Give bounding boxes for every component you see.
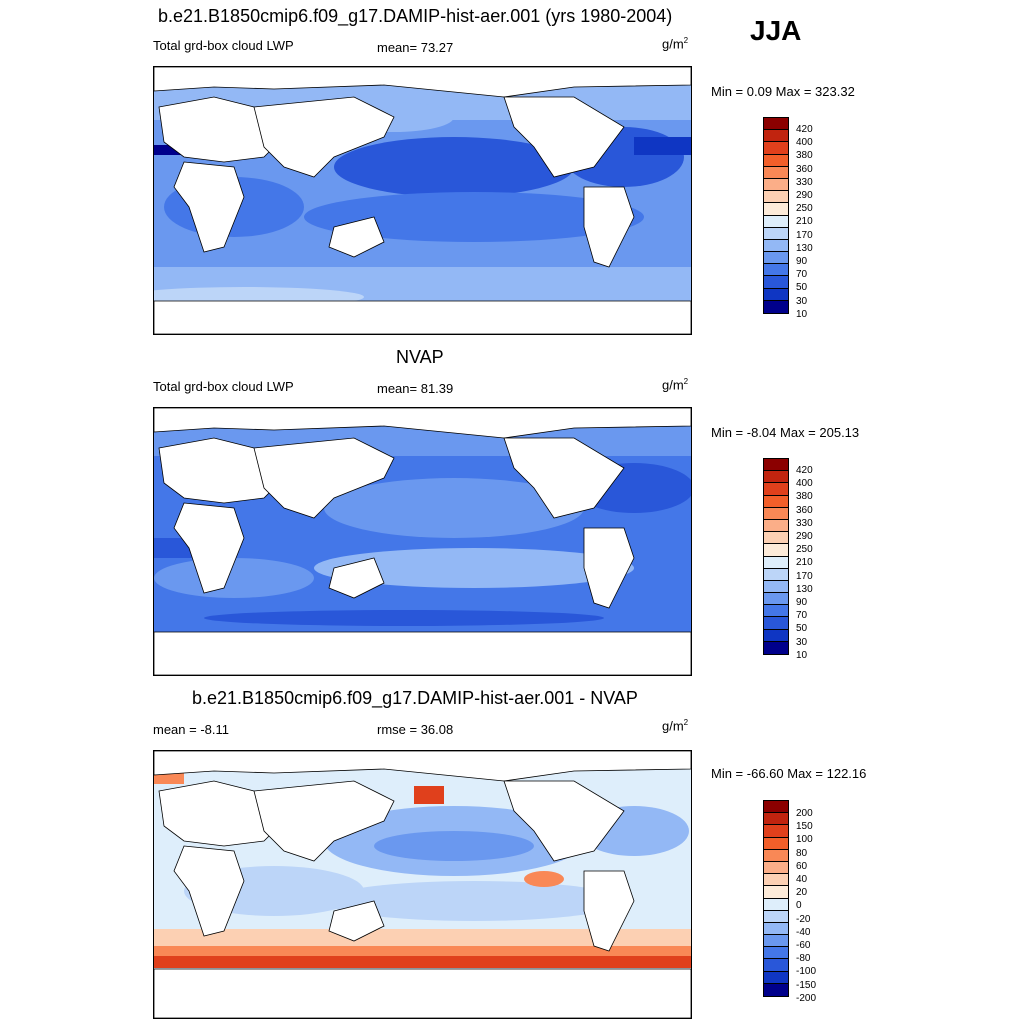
- panel1-minmax-label: Min = 0.09 Max = 323.32: [711, 84, 855, 99]
- panel1-tick: 130: [796, 243, 813, 254]
- panel2-tick: 170: [796, 571, 813, 582]
- panel2-minmax-label: Min = -8.04 Max = 205.13: [711, 425, 860, 440]
- panel2-tick: 70: [796, 610, 808, 621]
- panel3-tick: 20: [796, 887, 808, 898]
- panel1-continents: [154, 67, 691, 334]
- panel2-tick: 130: [796, 584, 813, 595]
- panel3-tick: 100: [796, 834, 813, 845]
- panel3-mean-label: mean = -8.11: [153, 722, 230, 737]
- panel3-continents: [154, 751, 691, 1018]
- panel2-tick: 380: [796, 491, 813, 502]
- panel3-tick: 0: [796, 900, 802, 911]
- panel2-colorbar: [763, 458, 789, 655]
- panel3-tick: 80: [796, 848, 808, 859]
- panel3-tick: 150: [796, 821, 813, 832]
- panel3-rmse-label: rmse = 36.08: [377, 722, 454, 737]
- panel1-tick: 170: [796, 230, 813, 241]
- panel2-tick: 250: [796, 544, 813, 555]
- panel3-title: b.e21.B1850cmip6.f09_g17.DAMIP-hist-aer.…: [192, 688, 638, 708]
- panel3-unit-label: g/m2: [662, 718, 689, 734]
- panel1-tick: 290: [796, 190, 813, 201]
- panel2-tick: 290: [796, 531, 813, 542]
- panel1-tick: 400: [796, 137, 813, 148]
- panel2-tick: 360: [796, 505, 813, 516]
- panel1-tick: 250: [796, 203, 813, 214]
- panel2-unit-label: g/m2: [662, 377, 689, 393]
- panel1-tick: 360: [796, 164, 813, 175]
- panel2-variable-label: Total grd-box cloud LWP: [153, 379, 294, 394]
- panel1-variable-label: Total grd-box cloud LWP: [153, 38, 294, 53]
- panel1-tick: 330: [796, 177, 813, 188]
- panel2-mean-label: mean= 81.39: [377, 381, 454, 396]
- panel2-tick: 400: [796, 478, 813, 489]
- panel1-title: b.e21.B1850cmip6.f09_g17.DAMIP-hist-aer.…: [158, 6, 673, 26]
- panel3-tick: -100: [796, 966, 817, 977]
- panel2-tick: 90: [796, 597, 808, 608]
- panel3-colorbar: [763, 800, 789, 997]
- panel2-tick: 30: [796, 637, 808, 648]
- panel2-tick: 420: [796, 465, 813, 476]
- panel1-colorbar: [763, 117, 789, 314]
- panel1-tick: 30: [796, 296, 808, 307]
- panel2-tick: 10: [796, 650, 808, 661]
- panel2-tick: 330: [796, 518, 813, 529]
- panel3-tick: -60: [796, 940, 811, 951]
- panel2-tick: 210: [796, 557, 813, 568]
- panel3-tick: -80: [796, 953, 811, 964]
- panel3-minmax-label: Min = -66.60 Max = 122.16: [711, 766, 867, 781]
- panel1-tick: 380: [796, 150, 813, 161]
- panel2-tick: 50: [796, 623, 808, 634]
- panel1-tick: 70: [796, 269, 808, 280]
- panel3-tick: 60: [796, 861, 808, 872]
- panel1-map: [153, 66, 692, 335]
- panel3-tick: -200: [796, 993, 817, 1004]
- panel3-tick: -40: [796, 927, 811, 938]
- panel2-continents: [154, 408, 691, 675]
- panel3-map: [153, 750, 692, 1019]
- panel1-mean-label: mean= 73.27: [377, 40, 454, 55]
- panel3-tick: 200: [796, 808, 813, 819]
- panel1-tick: 420: [796, 124, 813, 135]
- panel3-tick: 40: [796, 874, 808, 885]
- panel1-tick: 210: [796, 216, 813, 227]
- panel2-title: NVAP: [396, 347, 444, 367]
- panel2-map: [153, 407, 692, 676]
- panel1-tick: 90: [796, 256, 808, 267]
- panel1-unit-label: g/m2: [662, 36, 689, 52]
- panel3-tick: -20: [796, 914, 811, 925]
- panel1-tick: 50: [796, 282, 808, 293]
- panel1-tick: 10: [796, 309, 808, 320]
- season-label: JJA: [750, 15, 802, 46]
- panel3-tick: -150: [796, 980, 817, 991]
